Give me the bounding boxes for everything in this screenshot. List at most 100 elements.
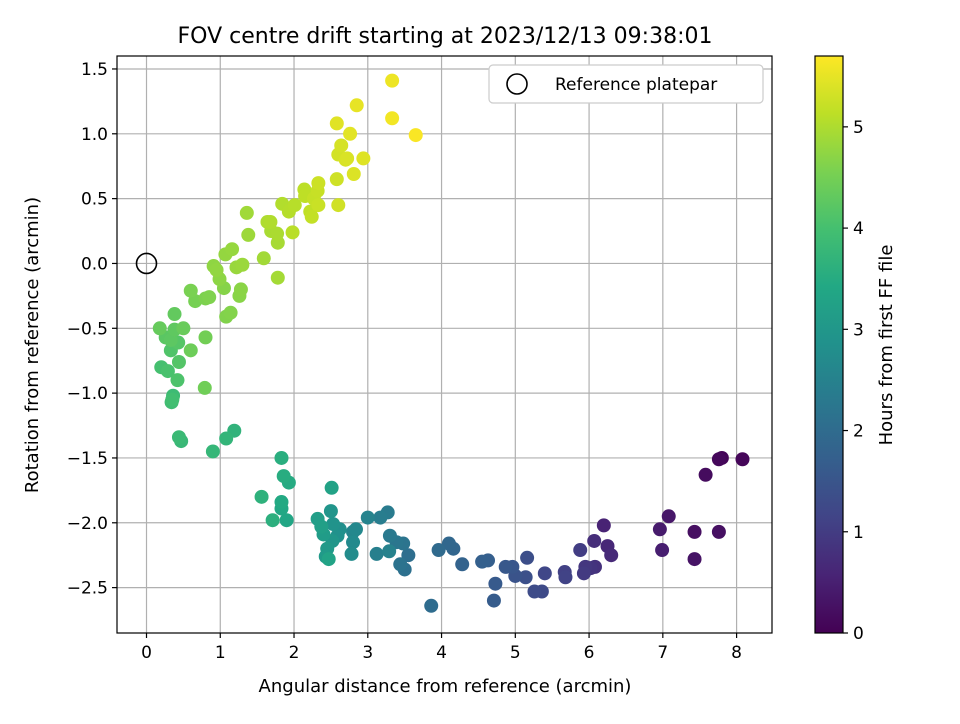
data-point [225, 242, 240, 257]
legend-label: Reference platepar [555, 75, 717, 95]
data-point [167, 307, 182, 322]
colorbar-tick-label: 2 [853, 422, 864, 442]
data-point [304, 209, 319, 224]
x-axis-label: Angular distance from reference (arcmin) [259, 676, 632, 697]
legend-marker-icon [506, 73, 528, 95]
y-tick-label: −0.5 [67, 319, 108, 339]
data-point [573, 543, 588, 558]
scatter-points [152, 73, 750, 613]
data-point [314, 519, 329, 534]
data-point [233, 282, 248, 297]
data-point [698, 467, 713, 482]
colorbar-label: Hours from first FF file [876, 245, 897, 446]
colorbar-tick-label: 4 [853, 219, 864, 239]
data-point [171, 430, 186, 445]
data-point [486, 593, 501, 608]
data-point [183, 283, 198, 298]
data-point [276, 469, 291, 484]
data-point [209, 262, 224, 277]
data-point [329, 116, 344, 131]
data-point [558, 570, 573, 585]
data-point [152, 321, 167, 336]
data-point [527, 584, 542, 599]
data-point [263, 214, 278, 229]
data-point [424, 598, 439, 613]
data-point [340, 151, 355, 166]
reference-platepar-marker [135, 252, 158, 275]
data-point [455, 557, 470, 572]
data-point [408, 128, 423, 143]
x-tick-label: 6 [584, 643, 595, 663]
data-point [401, 548, 416, 563]
data-point [344, 546, 359, 561]
data-point [254, 489, 269, 504]
data-point [576, 566, 591, 581]
data-point [324, 480, 339, 495]
data-point [205, 444, 220, 459]
y-tick-label: 1.5 [81, 60, 108, 80]
data-point [687, 552, 702, 567]
data-point [346, 535, 361, 550]
data-point [274, 495, 289, 510]
data-point [160, 364, 175, 379]
data-point [382, 544, 397, 559]
y-tick-label: −1.0 [67, 384, 108, 404]
data-point [202, 290, 217, 305]
plot-frame [116, 55, 773, 634]
x-axis-ticks: 0 1 2 3 4 5 6 7 8 [141, 633, 742, 663]
data-point [287, 198, 302, 213]
data-point [498, 559, 513, 574]
colorbar-tick-label: 0 [853, 624, 864, 644]
data-point [431, 543, 446, 558]
data-point [326, 517, 341, 532]
y-tick-label: 1.0 [81, 125, 108, 145]
x-tick-label: 7 [657, 643, 668, 663]
data-point [265, 513, 280, 528]
data-point [270, 270, 285, 285]
data-point [239, 205, 254, 220]
colorbar-ticks: 0 1 2 3 4 5 [843, 118, 864, 644]
data-point [360, 510, 375, 525]
data-point [235, 257, 250, 272]
data-point [369, 546, 384, 561]
data-point [256, 251, 271, 266]
y-tick-label: 0.5 [81, 190, 108, 210]
x-tick-label: 2 [289, 643, 300, 663]
x-tick-label: 0 [141, 643, 152, 663]
data-point [270, 226, 285, 241]
data-point [170, 373, 185, 388]
data-point [735, 452, 750, 467]
y-tick-label: 0.0 [81, 254, 108, 274]
legend-box [488, 64, 764, 104]
grid [117, 56, 772, 633]
data-point [331, 198, 346, 213]
data-point [655, 543, 670, 558]
data-point [241, 227, 256, 242]
data-point [346, 166, 361, 181]
x-tick-label: 4 [436, 643, 447, 663]
data-point [343, 126, 358, 141]
data-point [382, 528, 397, 543]
data-point [323, 504, 338, 519]
data-point [661, 509, 676, 524]
data-point [329, 172, 344, 187]
data-point [596, 518, 611, 533]
data-point [587, 533, 602, 548]
data-point [373, 510, 388, 525]
data-point [279, 513, 294, 528]
data-point [223, 305, 238, 320]
data-point [183, 343, 198, 358]
data-point [321, 552, 336, 567]
y-axis-label: Rotation from reference (arcmin) [22, 197, 43, 493]
data-point [441, 536, 456, 551]
data-point [393, 557, 408, 572]
data-point [334, 138, 349, 153]
data-point [385, 111, 400, 126]
y-axis-ticks: −2.5 −2.0 −1.5 −1.0 −0.5 0.0 0.5 1.0 1.5 [67, 60, 117, 599]
data-point [711, 452, 726, 467]
data-point [198, 330, 213, 345]
data-point [385, 73, 400, 88]
x-tick-label: 1 [215, 643, 226, 663]
data-point [711, 524, 726, 539]
